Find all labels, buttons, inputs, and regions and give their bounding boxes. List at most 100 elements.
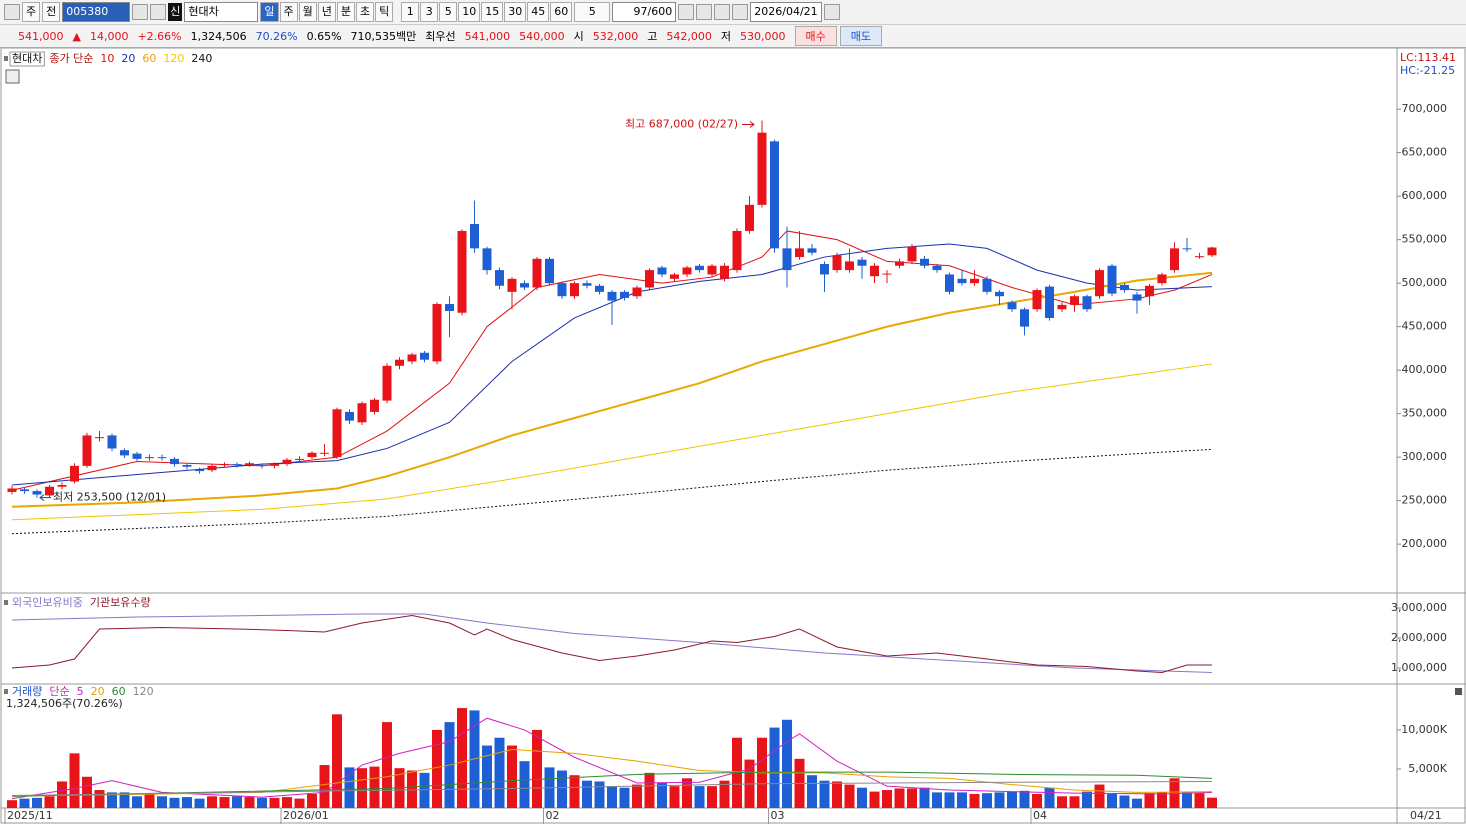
low: 530,000 xyxy=(740,29,786,43)
volume-bar xyxy=(1107,793,1117,808)
price: 541,000 xyxy=(18,29,64,43)
candle-body xyxy=(782,248,792,271)
candle-body xyxy=(332,409,342,458)
interval-button[interactable]: 45 xyxy=(527,2,550,22)
volume-bar xyxy=(1094,784,1105,808)
icon[interactable] xyxy=(4,4,20,20)
legend-entry: 120 xyxy=(133,685,154,698)
candle-body xyxy=(757,132,767,205)
icon[interactable] xyxy=(823,4,840,20)
candle-body xyxy=(407,354,417,362)
amount: 710,535백만 xyxy=(350,30,417,43)
count[interactable]: 97/600 xyxy=(612,2,677,22)
volume-bar xyxy=(207,796,217,808)
period-button[interactable]: 틱 xyxy=(375,2,394,22)
intervals: 1 3 5 10 15 30 45 60 xyxy=(401,2,573,22)
icon[interactable] xyxy=(732,4,749,20)
period-button[interactable]: 일 xyxy=(260,2,279,22)
period-button[interactable]: 주 xyxy=(279,2,298,22)
candle-body xyxy=(895,261,904,266)
sell-button[interactable]: 매도 xyxy=(839,26,883,46)
lc: LC:113.41 xyxy=(1400,51,1456,64)
icon[interactable] xyxy=(678,4,695,20)
name-input[interactable]: 현대차 xyxy=(184,2,259,22)
interval-button[interactable]: 3 xyxy=(420,2,439,22)
candle-body xyxy=(320,452,329,454)
candle-body xyxy=(1207,247,1217,256)
high-label: 고 xyxy=(647,30,658,43)
volume-bar xyxy=(282,797,292,808)
period-button[interactable]: 월 xyxy=(298,2,317,22)
period-button[interactable]: 초 xyxy=(356,2,375,22)
volume-bar xyxy=(1194,793,1205,808)
candle-body xyxy=(357,403,367,423)
code-input[interactable]: 005380 xyxy=(62,2,131,22)
arrow xyxy=(742,121,755,128)
volume-bar xyxy=(69,753,80,808)
interval-button[interactable]: 5 xyxy=(439,2,458,22)
period-button[interactable]: 년 xyxy=(317,2,336,22)
volume-bar xyxy=(1082,791,1092,808)
candle-body xyxy=(557,283,567,297)
stock-name: 현대차 xyxy=(12,52,42,65)
icon[interactable] xyxy=(714,4,731,20)
candle-body xyxy=(745,204,754,231)
candle-body xyxy=(495,270,504,286)
candle-body xyxy=(732,230,742,271)
candle-body xyxy=(595,285,604,292)
volume-bar xyxy=(532,729,542,808)
open: 532,000 xyxy=(592,29,639,43)
volume-bar xyxy=(819,780,830,808)
interval-button[interactable]: 30 xyxy=(504,2,527,22)
candle-body xyxy=(257,464,267,466)
candle-body xyxy=(632,287,642,297)
last-date: 04/21 xyxy=(1410,809,1442,822)
candle-body xyxy=(145,457,154,459)
legend-entry: 240 xyxy=(191,52,212,65)
panel-btn[interactable] xyxy=(1455,688,1462,695)
sound[interactable] xyxy=(150,4,167,20)
volume-bar xyxy=(1144,793,1155,808)
search[interactable] xyxy=(132,4,149,20)
candle-body xyxy=(620,291,629,298)
date[interactable]: 2026/04/21 xyxy=(750,2,822,22)
interval-button[interactable]: 10 xyxy=(458,2,481,22)
x-tick-label: 03 xyxy=(771,809,785,822)
chart-type[interactable]: 주 xyxy=(22,2,41,22)
compare[interactable]: 전 xyxy=(42,2,61,22)
interval-button[interactable]: 60 xyxy=(550,2,573,22)
y-tick-label: 500,000 xyxy=(1402,276,1448,289)
high-annotation: 최고 687,000 (02/27) xyxy=(625,117,738,130)
candle-body xyxy=(1107,265,1117,294)
volume-bar xyxy=(994,792,1005,808)
volume-bar xyxy=(144,793,155,808)
volume-bar xyxy=(182,797,192,808)
legend-box xyxy=(9,51,45,67)
volume-bar xyxy=(1157,792,1167,808)
candle-body xyxy=(482,248,492,271)
y-tick-label: 1,000,000 xyxy=(1391,661,1447,674)
legend-entry: 20 xyxy=(121,52,135,65)
volume-bar xyxy=(119,792,130,808)
volume-bar xyxy=(519,761,530,808)
grid-icon[interactable] xyxy=(5,69,20,84)
buy-button[interactable]: 매수 xyxy=(794,26,837,46)
candle-body xyxy=(795,248,804,258)
candle-body xyxy=(1132,294,1142,301)
interval-button[interactable]: 15 xyxy=(481,2,504,22)
volume-bar xyxy=(332,714,342,808)
y-tick-label: 200,000 xyxy=(1402,537,1448,550)
candle-body xyxy=(70,465,79,482)
candle-body xyxy=(57,484,67,487)
volume-bar xyxy=(1019,790,1030,808)
ma-line xyxy=(11,243,1213,486)
candle-body xyxy=(1032,290,1042,310)
icon[interactable] xyxy=(696,4,713,20)
interval-button[interactable]: 1 xyxy=(401,2,420,22)
ma-line xyxy=(11,448,1213,535)
volume-bar xyxy=(1044,787,1055,808)
period-button[interactable]: 분 xyxy=(336,2,355,22)
unit[interactable]: 5 xyxy=(574,2,611,22)
candle-body xyxy=(1145,285,1154,297)
